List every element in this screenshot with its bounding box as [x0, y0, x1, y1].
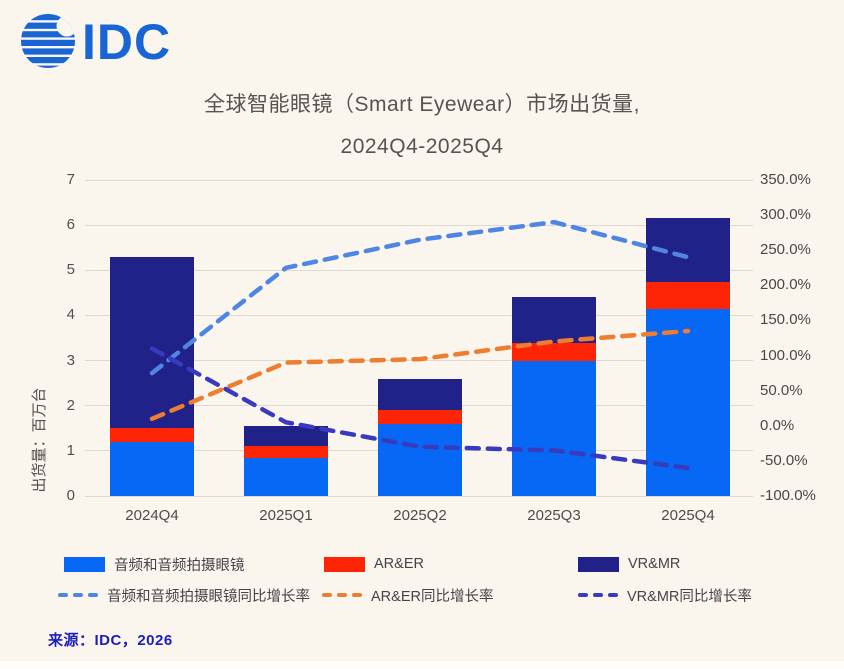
x-axis-label: 2025Q1	[259, 507, 313, 524]
bar-segment-red-2024Q4	[110, 428, 194, 442]
right-axis-tick: 200.0%	[760, 276, 811, 294]
bar-segment-navy-2025Q1	[244, 426, 328, 447]
chart-title-line2: 2024Q4-2025Q4	[340, 135, 504, 158]
x-axis-label: 2025Q3	[527, 507, 581, 524]
x-axis-label: 2025Q4	[661, 507, 715, 524]
idc-logo-text: IDC	[82, 14, 171, 70]
bar-segment-blue-2025Q2	[378, 423, 462, 496]
bar-segment-red-2025Q4	[646, 281, 730, 309]
gridline	[85, 314, 753, 316]
bar-segment-navy-2025Q2	[378, 378, 462, 411]
legend-item-vrmr-growth: VR&MR同比增长率	[578, 586, 752, 605]
legend-dash-audio-growth	[58, 592, 98, 598]
idc-globe-icon	[21, 14, 75, 68]
bar-segment-red-2025Q2	[378, 410, 462, 424]
legend-swatch-arer	[324, 556, 365, 572]
legend-swatch-audio	[64, 556, 105, 572]
chart-title: 全球智能眼镜（Smart Eyewear）市场出货量, 2024Q4-2025Q…	[0, 84, 844, 168]
legend-item-vrmr-bar: VR&MR	[578, 555, 680, 573]
bottom-strip	[0, 661, 844, 669]
bar-segment-blue-2024Q4	[110, 441, 194, 496]
left-axis-tick: 2	[66, 396, 75, 414]
left-axis-tick: 0	[66, 487, 75, 504]
legend-label-arer-growth: AR&ER同比增长率	[371, 588, 494, 605]
legend-label-audio-growth: 音频和音频拍摄眼镜同比增长率	[107, 588, 310, 605]
x-axis-label: 2025Q2	[393, 507, 447, 524]
right-axis-tick: 300.0%	[760, 206, 811, 224]
right-axis-tick: 350.0%	[760, 171, 811, 188]
y-axis-title: 出货量：百万台	[31, 387, 48, 493]
right-axis-tick: 250.0%	[760, 241, 811, 259]
legend-item-audio-bar: 音频和音频拍摄眼镜	[64, 555, 245, 574]
plot-area	[85, 179, 755, 497]
chart-title-line1: 全球智能眼镜（Smart Eyewear）市场出货量,	[204, 93, 640, 116]
legend-item-arer-growth: AR&ER同比增长率	[322, 586, 494, 605]
bar-segment-navy-2025Q3	[512, 297, 596, 343]
left-axis-tick: 5	[66, 261, 75, 279]
bar-segment-red-2025Q1	[244, 446, 328, 458]
right-axis-tick: 50.0%	[760, 381, 803, 399]
growth-line-orange	[149, 328, 691, 422]
left-axis-tick: 3	[66, 351, 75, 369]
growth-line-navy	[149, 346, 691, 471]
bar-segment-red-2025Q3	[512, 342, 596, 361]
legend-item-audio-growth: 音频和音频拍摄眼镜同比增长率	[58, 586, 310, 605]
growth-lines-layer	[149, 219, 691, 471]
right-axis-tick: 0.0%	[760, 416, 795, 434]
gridline	[85, 269, 753, 271]
gridline	[85, 224, 753, 226]
right-axis-tick: 100.0%	[760, 346, 811, 364]
x-axis-label: 2024Q4	[125, 507, 179, 524]
source-note: 来源：IDC，2026	[48, 632, 173, 649]
legend-swatch-vrmr	[578, 556, 619, 572]
growth-line-lightblue	[149, 219, 691, 376]
legend-label-audio: 音频和音频拍摄眼镜	[114, 557, 245, 574]
left-axis-tick: 7	[66, 171, 75, 188]
gridline	[85, 179, 753, 181]
right-axis-tick: -100.0%	[760, 487, 816, 504]
bar-segment-blue-2025Q1	[244, 457, 328, 496]
bar-segment-navy-2024Q4	[110, 256, 194, 429]
left-axis-tick: 1	[66, 441, 75, 459]
idc-logo-graphic: IDC	[21, 14, 171, 70]
right-axis-tick: -50.0%	[760, 451, 808, 469]
legend-dash-vrmr-growth	[578, 592, 618, 598]
left-axis-tick: 6	[66, 216, 75, 234]
legend-dash-arer-growth	[322, 592, 362, 598]
bar-segment-blue-2025Q3	[512, 360, 596, 496]
legend-label-vrmr-growth: VR&MR同比增长率	[627, 588, 752, 605]
legend-item-arer-bar: AR&ER	[324, 555, 424, 573]
gridline	[85, 495, 753, 497]
legend-label-arer: AR&ER	[374, 556, 424, 572]
right-axis-tick: 150.0%	[760, 311, 811, 329]
legend-label-vrmr: VR&MR	[628, 556, 681, 572]
idc-logo: IDC	[20, 12, 172, 70]
left-axis-tick: 4	[66, 306, 75, 324]
